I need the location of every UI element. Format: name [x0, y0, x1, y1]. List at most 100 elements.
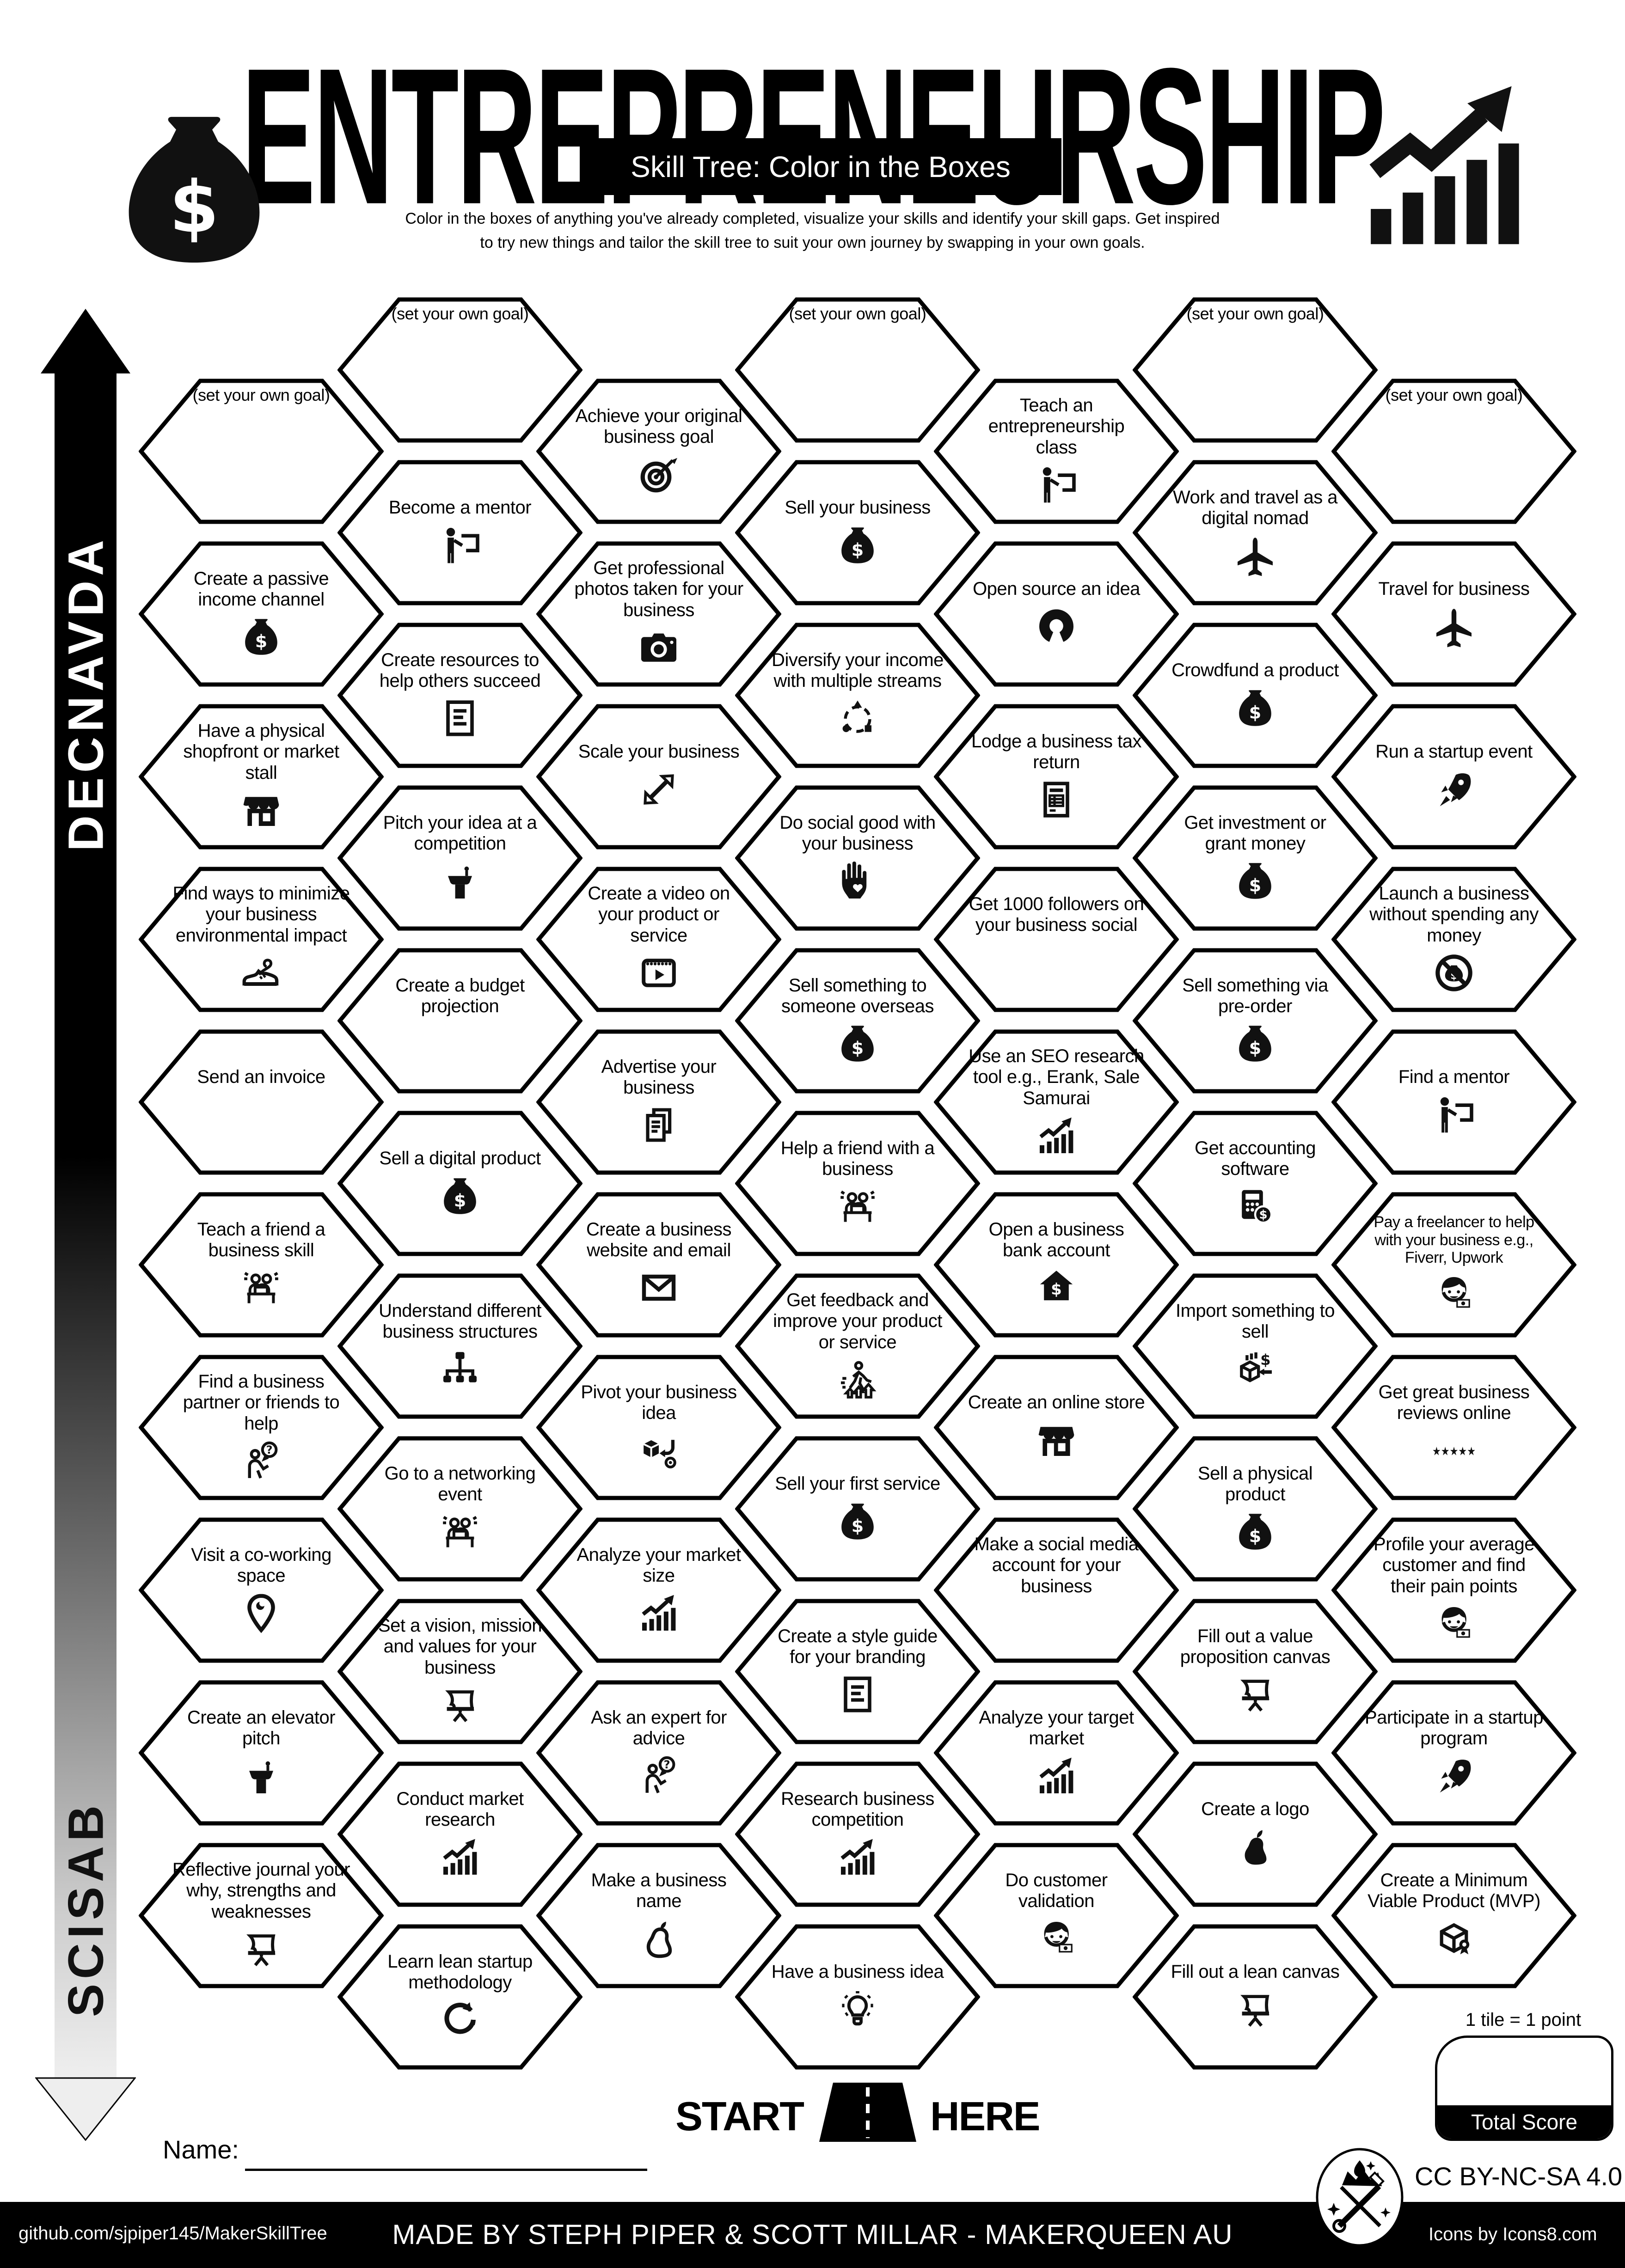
hex-scale-your-business[interactable]: Scale your business	[536, 704, 781, 850]
hex-create-resources-to-help-others-succeed[interactable]: Create resources to help others succeed	[337, 623, 583, 768]
hex-advertise-your-business[interactable]: Advertise your business	[536, 1029, 781, 1175]
hex-open-a-business-bank-account[interactable]: Open a business bank account $	[934, 1192, 1179, 1338]
hex-create-a-minimum-viable-product-mvp[interactable]: Create a Minimum Viable Product (MVP)	[1331, 1843, 1576, 1988]
hex-create-a-passive-income-channel[interactable]: Create a passive income channel $	[139, 541, 384, 687]
hex-create-an-online-store[interactable]: Create an online store	[934, 1355, 1179, 1500]
hex-go-to-a-networking-event[interactable]: Go to a networking event	[337, 1436, 583, 1582]
hex-set-a-vision-mission-and-values-for-your-b[interactable]: Set a vision, mission and values for you…	[337, 1599, 583, 1744]
hex-set-your-own-goal[interactable]: (set your own goal)	[735, 297, 980, 443]
hex-find-ways-to-minimize-your-business-enviro[interactable]: Find ways to minimize your business envi…	[139, 867, 384, 1012]
hex-use-an-seo-research-tool-e-g-erank-sale-sa[interactable]: Use an SEO research tool e.g., Erank, Sa…	[934, 1029, 1179, 1175]
hex-label: Have a physical shopfront or market stal…	[183, 721, 339, 783]
hex-fill-out-a-lean-canvas[interactable]: Fill out a lean canvas	[1133, 1924, 1378, 2070]
hex-research-business-competition[interactable]: Research business competition	[735, 1761, 980, 1907]
hex-become-a-mentor[interactable]: Become a mentor	[337, 460, 583, 605]
hex-content: Get professional photos taken for your b…	[536, 541, 781, 687]
name-input-line[interactable]	[245, 2169, 647, 2171]
hexagon-outline	[1331, 1843, 1576, 1988]
hex-find-a-business-partner-or-friends-to-help[interactable]: Find a business partner or friends to he…	[139, 1355, 384, 1500]
hex-do-customer-validation[interactable]: Do customer validation	[934, 1843, 1179, 1988]
makerqueen-logo-icon	[1316, 2148, 1404, 2247]
hex-label: Lodge a business tax return	[971, 731, 1142, 772]
hex-sell-something-via-pre-order[interactable]: Sell something via pre-order $	[1133, 948, 1378, 1094]
hex-sell-your-first-service[interactable]: Sell your first service $	[735, 1436, 980, 1582]
hex-get-feedback-and-improve-your-product-or-s[interactable]: Get feedback and improve your product or…	[735, 1273, 980, 1419]
hex-pitch-your-idea-at-a-competition[interactable]: Pitch your idea at a competition	[337, 785, 583, 931]
hexagon-outline	[139, 541, 384, 686]
hexagon-outline	[337, 297, 583, 442]
hex-find-a-mentor[interactable]: Find a mentor	[1331, 1029, 1576, 1175]
hex-create-a-business-website-and-email[interactable]: Create a business website and email	[536, 1192, 781, 1338]
hex-travel-for-business[interactable]: Travel for business	[1331, 541, 1576, 687]
money-bag-icon: $	[1239, 690, 1271, 726]
github-link[interactable]: github.com/sjpiper145/MakerSkillTree	[18, 2223, 327, 2244]
hex-make-a-social-media-account-for-your-busin[interactable]: Make a social media account for your bus…	[934, 1517, 1179, 1663]
hex-fill-out-a-value-proposition-canvas[interactable]: Fill out a value proposition canvas	[1133, 1599, 1378, 1744]
hex-have-a-business-idea[interactable]: Have a business idea	[735, 1924, 980, 2070]
hex-make-a-business-name[interactable]: Make a business name	[536, 1843, 781, 1988]
hex-participate-in-a-startup-program[interactable]: Participate in a startup program	[1331, 1680, 1576, 1826]
hex-crowdfund-a-product[interactable]: Crowdfund a product $	[1133, 623, 1378, 768]
hex-content: Send an invoice	[139, 1029, 384, 1175]
hex-open-source-an-idea[interactable]: Open source an idea	[934, 541, 1179, 687]
hex-run-a-startup-event[interactable]: Run a startup event	[1331, 704, 1576, 850]
hex-set-your-own-goal[interactable]: (set your own goal)	[1133, 297, 1378, 443]
hex-get-great-business-reviews-online[interactable]: Get great business reviews online ★★★★★	[1331, 1355, 1576, 1500]
hex-create-a-style-guide-for-your-branding[interactable]: Create a style guide for your branding	[735, 1599, 980, 1744]
hex-have-a-physical-shopfront-or-market-stall[interactable]: Have a physical shopfront or market stal…	[139, 704, 384, 850]
hex-conduct-market-research[interactable]: Conduct market research	[337, 1761, 583, 1907]
hex-work-and-travel-as-a-digital-nomad[interactable]: Work and travel as a digital nomad	[1133, 460, 1378, 605]
hex-send-an-invoice[interactable]: Send an invoice	[139, 1029, 384, 1175]
hex-achieve-your-original-business-goal[interactable]: Achieve your original business goal	[536, 379, 781, 524]
hex-content: (set your own goal)	[139, 379, 384, 524]
hex-pay-a-freelancer-to-help-with-your-busines[interactable]: Pay a freelancer to help with your busin…	[1331, 1192, 1576, 1338]
hex-teach-a-friend-a-business-skill[interactable]: Teach a friend a business skill	[139, 1192, 384, 1338]
hex-create-a-logo[interactable]: Create a logo	[1133, 1761, 1378, 1907]
total-score-box[interactable]: Total Score	[1435, 2036, 1613, 2141]
hex-understand-different-business-structures[interactable]: Understand different business structures	[337, 1273, 583, 1419]
money-bag-icon: $	[841, 1026, 874, 1062]
hexagon-outline	[536, 1029, 781, 1174]
five-stars-icon: ★★★★★	[1432, 1445, 1476, 1459]
hex-create-a-video-on-your-product-or-service[interactable]: Create a video on your product or servic…	[536, 867, 781, 1012]
hex-reflective-journal-your-why-strengths-and-[interactable]: Reflective journal your why, strengths a…	[139, 1843, 384, 1988]
hex-lodge-a-business-tax-return[interactable]: Lodge a business tax return	[934, 704, 1179, 850]
hexagon-outline	[536, 1680, 781, 1825]
hex-get-professional-photos-taken-for-your-bus[interactable]: Get professional photos taken for your b…	[536, 541, 781, 687]
hex-ask-an-expert-for-advice[interactable]: Ask an expert for advice?	[536, 1680, 781, 1826]
hexagon-outline	[1133, 297, 1378, 442]
hex-diversify-your-income-with-multiple-stream[interactable]: Diversify your income with multiple stre…	[735, 623, 980, 768]
hex-analyze-your-target-market[interactable]: Analyze your target market	[934, 1680, 1179, 1826]
arrow-up-head	[41, 309, 130, 373]
money-bag-icon: $	[841, 1503, 874, 1540]
hex-content: Teach a friend a business skill	[139, 1192, 384, 1338]
hex-set-your-own-goal[interactable]: (set your own goal)	[1331, 379, 1576, 524]
hex-sell-a-physical-product[interactable]: Sell a physical product $	[1133, 1436, 1378, 1582]
hex-content: Make a social media account for your bus…	[934, 1517, 1179, 1663]
hex-set-your-own-goal[interactable]: (set your own goal)	[139, 379, 384, 524]
hex-learn-lean-startup-methodology[interactable]: Learn lean startup methodology	[337, 1924, 583, 2070]
hex-create-a-budget-projection[interactable]: Create a budget projection	[337, 948, 583, 1094]
hex-sell-your-business[interactable]: Sell your business $	[735, 460, 980, 605]
hex-get-1000-followers-on-your-business-social[interactable]: Get 1000 followers on your business soci…	[934, 867, 1179, 1012]
hex-get-investment-or-grant-money[interactable]: Get investment or grant money $	[1133, 785, 1378, 931]
hex-set-your-own-goal[interactable]: (set your own goal)	[337, 297, 583, 443]
hex-profile-your-average-customer-and-find-the[interactable]: Profile your average customer and find t…	[1331, 1517, 1576, 1663]
hex-import-something-to-sell[interactable]: Import something to sell $	[1133, 1273, 1378, 1419]
hex-content: Have a business idea	[735, 1924, 980, 2070]
hex-sell-something-to-someone-overseas[interactable]: Sell something to someone overseas $	[735, 948, 980, 1094]
hex-content: Import something to sell $	[1133, 1273, 1378, 1419]
hex-get-accounting-software[interactable]: Get accounting software $	[1133, 1111, 1378, 1256]
hex-content: Set a vision, mission and values for you…	[337, 1599, 583, 1744]
hex-teach-an-entrepreneurship-class[interactable]: Teach an entrepreneurship class	[934, 379, 1179, 524]
hex-pivot-your-business-idea[interactable]: Pivot your business idea	[536, 1355, 781, 1500]
hex-visit-a-co-working-space[interactable]: Visit a co-working space	[139, 1517, 384, 1663]
hex-content: Get feedback and improve your product or…	[735, 1273, 980, 1419]
hex-help-a-friend-with-a-business[interactable]: Help a friend with a business	[735, 1111, 980, 1256]
icons8-link[interactable]: Icons by Icons8.com	[1429, 2224, 1597, 2244]
hex-do-social-good-with-your-business[interactable]: Do social good with your business	[735, 785, 980, 931]
hex-launch-a-business-without-spending-any-mon[interactable]: Launch a business without spending any m…	[1331, 867, 1576, 1012]
hex-create-an-elevator-pitch[interactable]: Create an elevator pitch	[139, 1680, 384, 1826]
hex-sell-a-digital-product[interactable]: Sell a digital product $	[337, 1111, 583, 1256]
hex-analyze-your-market-size[interactable]: Analyze your market size	[536, 1517, 781, 1663]
